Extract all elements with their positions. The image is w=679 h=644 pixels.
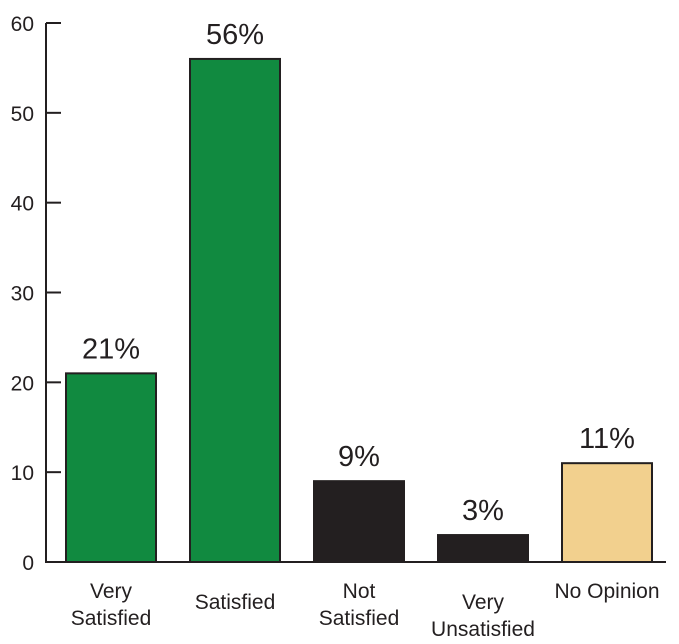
bar-value-label: 9% (338, 441, 380, 473)
category-label: Not Satisfied (319, 580, 400, 630)
category-label: No Opinion (554, 580, 659, 603)
category-labels: Very Satisfied Satisfied Not Satisfied Very Un… (71, 580, 660, 641)
y-tick-label: 40 (11, 193, 34, 216)
y-tick-label: 10 (11, 462, 34, 485)
bar-value-label: 3% (462, 495, 504, 527)
bar (65, 372, 157, 563)
category-label: Satisfied (195, 591, 276, 614)
y-tick-label: 20 (11, 372, 34, 395)
y-tick-label: 0 (22, 552, 34, 575)
y-tick-label: 60 (11, 13, 34, 36)
bar (437, 534, 529, 563)
y-tick-label: 30 (11, 283, 34, 306)
bar-value-label: 21% (82, 333, 140, 365)
category-label: Very Satisfied (71, 580, 152, 630)
y-tick-label: 50 (11, 103, 34, 126)
category-label: Very Unsatisfied (431, 591, 535, 641)
bar (189, 57, 281, 564)
bar (561, 462, 653, 563)
value-labels: 21% 56% 9% 3% 11% (82, 19, 635, 527)
y-axis: 0 10 20 30 40 50 60 (11, 13, 61, 575)
bar-value-label: 11% (579, 423, 635, 455)
bars (65, 57, 653, 564)
bar (313, 480, 405, 563)
bar-value-label: 56% (206, 19, 264, 51)
